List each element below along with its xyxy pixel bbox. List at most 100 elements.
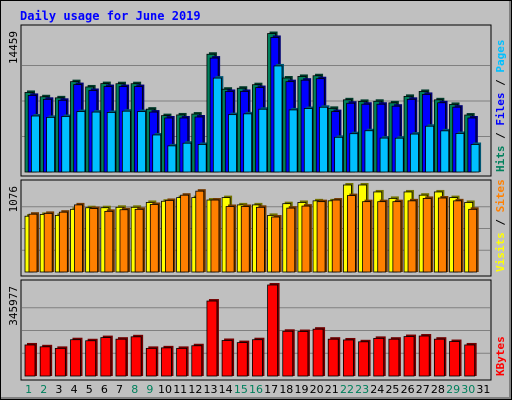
bar-sites-day-10-face xyxy=(165,200,174,273)
panel-visits-sites-series-label-part: / xyxy=(494,212,507,232)
bar-kbytes-day-9-face xyxy=(145,347,157,377)
bar-sites-day-25-face xyxy=(392,201,402,273)
bar-pages-day-20-face xyxy=(319,106,328,173)
bar-pages-day-17 xyxy=(273,63,284,173)
bar-sites-day-10 xyxy=(165,198,176,273)
bar-pages-day-18-face xyxy=(288,109,298,173)
bar-kbytes-day-18-face xyxy=(282,330,294,377)
bar-kbytes-day-27 xyxy=(418,334,432,377)
x-tick-label-day-12: 12 xyxy=(188,383,202,396)
bar-sites-day-4-face xyxy=(74,204,83,273)
bar-pages-day-14 xyxy=(228,112,239,173)
bar-pages-day-17-face xyxy=(273,65,283,173)
bar-kbytes-day-11 xyxy=(176,346,189,377)
x-tick-label-day-6: 6 xyxy=(101,383,108,396)
bar-kbytes-day-12 xyxy=(191,343,204,377)
panel-hits-files-pages-series-label-part: / xyxy=(494,73,507,93)
bar-sites-day-7-face xyxy=(119,209,129,273)
bar-kbytes-day-29 xyxy=(449,339,462,377)
bar-kbytes-day-19-face xyxy=(297,331,309,377)
bar-pages-day-16 xyxy=(258,107,269,173)
bar-kbytes-day-25-face xyxy=(388,338,400,377)
x-tick-label-day-8: 8 xyxy=(131,383,138,396)
bar-sites-day-1 xyxy=(28,212,39,273)
bar-pages-day-1 xyxy=(30,114,42,173)
bar-kbytes-day-4-face xyxy=(70,339,81,377)
bar-kbytes-day-7-face xyxy=(115,338,127,377)
bar-sites-day-16-face xyxy=(256,206,265,273)
panel-hits-files-pages-series-label-part: / xyxy=(494,126,507,146)
bar-pages-day-7 xyxy=(121,109,133,173)
x-tick-label-day-9: 9 xyxy=(146,383,153,396)
bar-kbytes-day-15 xyxy=(236,340,250,377)
bar-pages-day-15-face xyxy=(243,113,253,173)
bar-sites-day-13-face xyxy=(210,199,220,273)
bar-sites-day-21-face xyxy=(331,199,341,273)
x-tick-label-day-13: 13 xyxy=(204,383,218,396)
bar-pages-day-13-face xyxy=(212,77,222,173)
x-tick-label-day-24: 24 xyxy=(370,383,384,396)
bar-pages-day-6-face xyxy=(106,112,116,173)
bar-pages-day-11-face xyxy=(182,142,192,173)
x-tick-label-day-25: 25 xyxy=(385,383,399,396)
bar-sites-day-7 xyxy=(119,207,130,273)
bar-kbytes-day-2-face xyxy=(39,346,51,377)
x-tick-label-day-31: 31 xyxy=(476,383,490,396)
x-tick-label-day-26: 26 xyxy=(401,383,415,396)
bar-kbytes-day-24-face xyxy=(373,337,385,377)
bar-sites-day-9 xyxy=(149,202,161,273)
bar-kbytes-day-10-face xyxy=(161,347,172,377)
bar-pages-day-2 xyxy=(46,115,57,173)
x-tick-label-day-20: 20 xyxy=(310,383,324,396)
panel-hits-files-pages-series-label-part: Files xyxy=(494,93,507,126)
bar-pages-day-29 xyxy=(455,131,466,173)
bar-kbytes-day-8-face xyxy=(130,336,142,377)
bar-pages-day-27 xyxy=(425,124,436,173)
bar-sites-day-28-face xyxy=(437,197,447,273)
bar-pages-day-26-face xyxy=(410,133,419,173)
bar-pages-day-21-face xyxy=(334,136,344,173)
bar-pages-day-24-face xyxy=(379,137,389,173)
bar-kbytes-day-1 xyxy=(24,342,37,377)
bar-pages-day-25 xyxy=(394,136,406,173)
bar-pages-day-7-face xyxy=(121,110,131,173)
x-tick-label-day-29: 29 xyxy=(446,383,460,396)
bar-pages-day-12 xyxy=(197,142,209,173)
x-tick-label-day-16: 16 xyxy=(249,383,263,396)
bar-sites-day-12-face xyxy=(195,190,205,273)
bar-pages-day-1-face xyxy=(30,115,40,173)
bar-kbytes-day-22 xyxy=(342,337,356,377)
bar-kbytes-day-7 xyxy=(115,337,128,377)
bar-sites-day-29 xyxy=(453,198,464,273)
x-tick-label-day-2: 2 xyxy=(40,383,47,396)
panel-kbytes-series-label-part: KBytes xyxy=(494,336,507,376)
bar-kbytes-day-6-face xyxy=(100,337,112,377)
bar-sites-day-22-face xyxy=(346,195,356,273)
bar-sites-day-30-face xyxy=(468,208,478,273)
bar-kbytes-day-5 xyxy=(85,338,98,377)
panel-hits-files-pages-series-label: Hits / Files / Pages xyxy=(494,40,507,173)
bar-pages-day-8 xyxy=(137,109,148,173)
bar-sites-day-22 xyxy=(346,193,358,273)
bar-sites-day-13 xyxy=(210,198,221,273)
bar-kbytes-day-14 xyxy=(221,338,235,377)
bar-sites-day-23-face xyxy=(362,201,371,273)
bar-pages-day-26 xyxy=(410,132,421,173)
panel-visits-sites-series-label-part: Sites xyxy=(494,179,507,212)
bar-sites-day-3-face xyxy=(58,211,68,273)
bar-sites-day-8 xyxy=(134,207,146,273)
x-tick-label-day-3: 3 xyxy=(55,383,62,396)
bar-sites-day-1-face xyxy=(28,213,38,273)
bar-kbytes-day-13 xyxy=(206,299,219,377)
bar-kbytes-day-16 xyxy=(252,337,265,377)
bar-kbytes-day-18 xyxy=(282,329,295,377)
panel-visits-sites-series-label-part: Visits xyxy=(494,232,507,272)
bar-kbytes-day-25 xyxy=(388,337,401,377)
panel-hits-files-pages-series-label-part: Pages xyxy=(494,40,507,73)
x-tick-label-day-4: 4 xyxy=(71,383,78,396)
bar-pages-day-23 xyxy=(364,128,375,173)
bar-sites-day-17-face xyxy=(271,216,280,273)
bar-pages-day-14-face xyxy=(228,114,237,173)
x-tick-label-day-11: 11 xyxy=(173,383,187,396)
